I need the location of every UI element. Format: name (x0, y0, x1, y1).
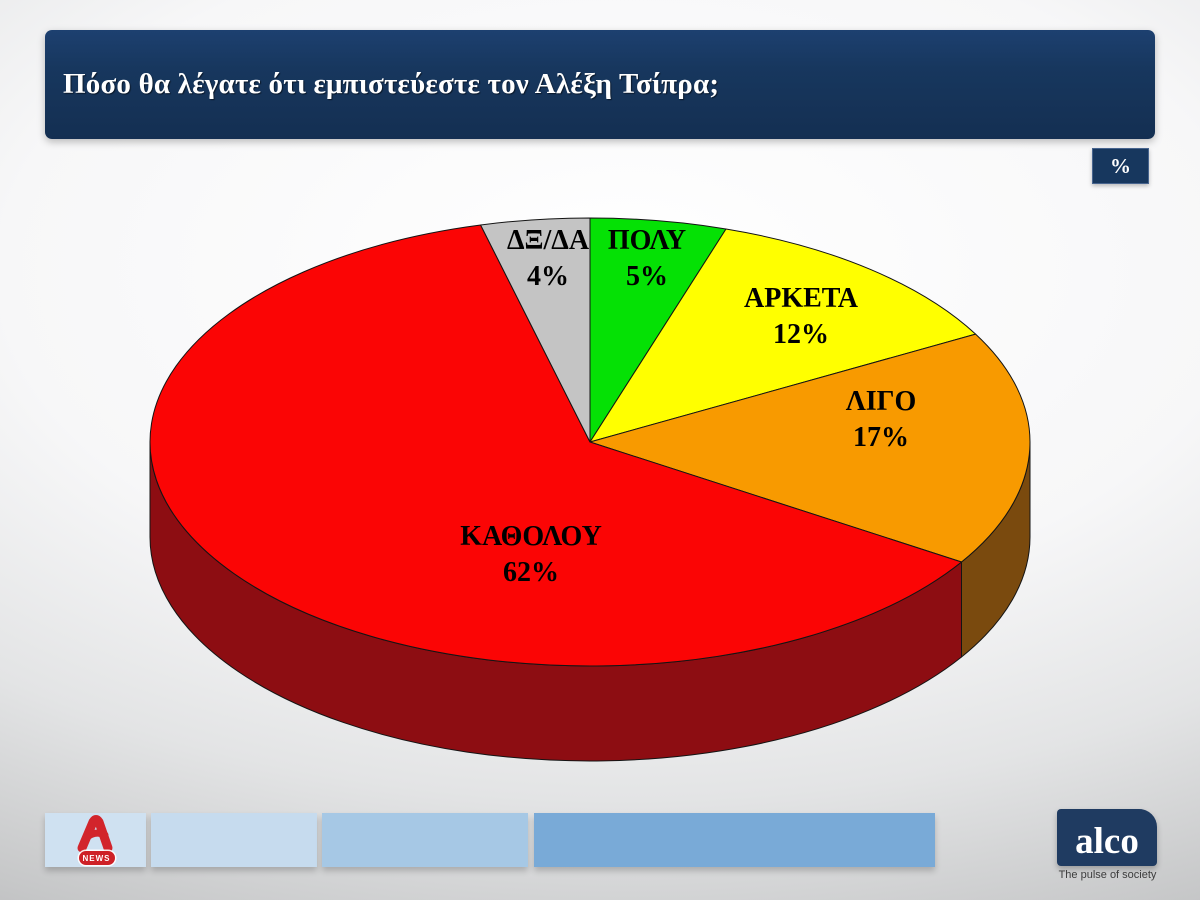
page-title: Πόσο θα λέγατε ότι εμπιστεύεστε τον Αλέξ… (63, 68, 720, 100)
alpha-news-logo: NEWS (74, 815, 118, 865)
pie-slice-dxda (480, 217, 591, 443)
pie-slice-katholou (149, 224, 962, 667)
alpha-news-badge-label: NEWS (82, 853, 111, 863)
alco-tagline: The pulse of society (1058, 869, 1157, 881)
alpha-a-icon (77, 815, 112, 853)
alpha-news-badge: NEWS (78, 851, 115, 865)
pie-slice-arketa (589, 228, 977, 443)
alco-logo: alco (1057, 809, 1157, 866)
pie-slice-ligo (589, 333, 1031, 563)
alco-wordmark: alco (1075, 821, 1139, 862)
footer-box-4 (534, 813, 935, 867)
footer-box-2 (151, 813, 317, 867)
percent-unit-label: % (1110, 153, 1131, 178)
footer-box-alpha-news: NEWS (45, 813, 146, 867)
footer-box-3 (322, 813, 528, 867)
percent-unit-badge: % (1092, 148, 1149, 184)
title-bar: Πόσο θα λέγατε ότι εμπιστεύεστε τον Αλέξ… (45, 30, 1155, 139)
